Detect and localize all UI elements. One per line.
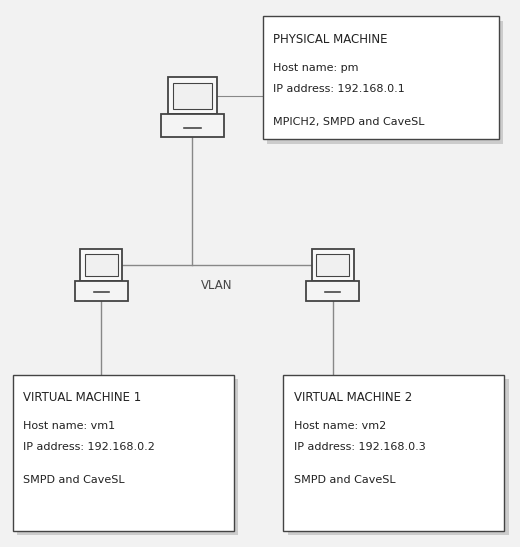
Text: PHYSICAL MACHINE: PHYSICAL MACHINE [273, 33, 387, 46]
Bar [263, 16, 499, 139]
Text: Host name: vm2: Host name: vm2 [294, 421, 386, 431]
Bar [306, 281, 359, 301]
Text: Host name: pm: Host name: pm [273, 63, 358, 73]
Text: SMPD and CaveSL: SMPD and CaveSL [23, 475, 125, 485]
Bar [13, 375, 234, 531]
Text: IP address: 192.168.0.3: IP address: 192.168.0.3 [294, 442, 425, 452]
Bar [168, 77, 217, 114]
Text: VLAN: VLAN [201, 279, 233, 292]
Text: MPICH2, SMPD and CaveSL: MPICH2, SMPD and CaveSL [273, 117, 424, 126]
Bar [17, 379, 238, 535]
Text: VIRTUAL MACHINE 2: VIRTUAL MACHINE 2 [294, 391, 412, 404]
Bar [75, 281, 128, 301]
Bar [85, 254, 118, 276]
Text: SMPD and CaveSL: SMPD and CaveSL [294, 475, 395, 485]
Bar [173, 83, 212, 109]
Bar [267, 21, 503, 144]
Bar [81, 249, 122, 281]
Bar [312, 249, 354, 281]
Bar [288, 379, 509, 535]
Text: VIRTUAL MACHINE 1: VIRTUAL MACHINE 1 [23, 391, 141, 404]
Bar [316, 254, 349, 276]
Bar [283, 375, 504, 531]
Bar [161, 114, 224, 137]
Text: Host name: vm1: Host name: vm1 [23, 421, 115, 431]
Text: IP address: 192.168.0.2: IP address: 192.168.0.2 [23, 442, 155, 452]
Text: IP address: 192.168.0.1: IP address: 192.168.0.1 [273, 84, 405, 94]
